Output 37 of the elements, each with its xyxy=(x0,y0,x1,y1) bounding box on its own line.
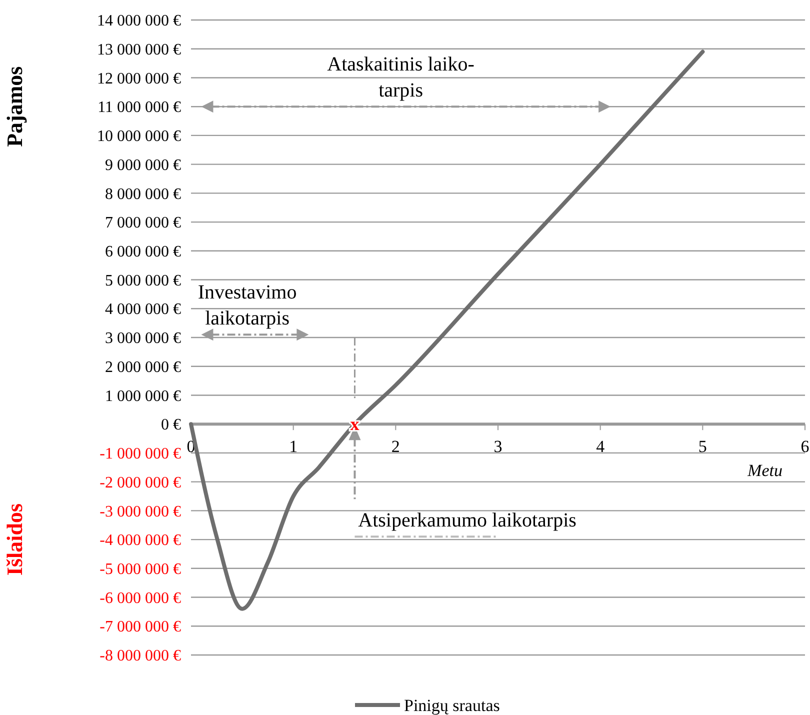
y-tick-label: 5 000 000 € xyxy=(105,272,181,290)
y-tick-label: 11 000 000 € xyxy=(98,99,181,116)
y-tick-label: -4 000 000 € xyxy=(100,532,181,550)
x-tick-label: 1 xyxy=(289,437,298,456)
y-tick-label: -6 000 000 € xyxy=(100,590,181,607)
y-tick-label: -7 000 000 € xyxy=(100,618,181,636)
y-tick-label: -5 000 000 € xyxy=(100,561,181,578)
legend-label: Pinigų srautas xyxy=(404,696,500,715)
x-axis-title: Metu xyxy=(746,461,782,480)
y-tick-label: 6 000 000 € xyxy=(105,244,181,261)
y-tick-label: -8 000 000 € xyxy=(100,648,181,665)
y-tick-label: 4 000 000 € xyxy=(105,301,181,318)
y-tick-label: 3 000 000 € xyxy=(105,330,181,348)
y-tick-label: 2 000 000 € xyxy=(105,358,181,376)
annotation: Atsiperkamumo laikotarpis xyxy=(358,510,577,532)
text: Išlaidos xyxy=(2,503,27,576)
y-tick-label: 0 € xyxy=(161,416,181,434)
y-tick-label: 1 000 000 € xyxy=(105,388,181,405)
y-tick-label: 9 000 000 € xyxy=(105,156,181,174)
x-tick-label: 4 xyxy=(596,437,606,456)
annotation: Investavimo laikotarpis xyxy=(198,282,297,330)
y-tick-label: -3 000 000 € xyxy=(100,503,181,520)
y-tick-label: 14 000 000 € xyxy=(97,12,181,30)
x-tick-label: 2 xyxy=(391,437,400,456)
y-tick-label: 10 000 000 € xyxy=(97,128,181,146)
line-series xyxy=(189,50,705,611)
y-tick-label: 12 000 000 € xyxy=(97,70,181,88)
x-tick-label: 5 xyxy=(698,437,707,456)
annotation: Ataskaitinis laiko- tarpis xyxy=(327,54,474,102)
y-tick-label: -2 000 000 € xyxy=(100,474,181,492)
x-tick-label: 3 xyxy=(494,437,502,456)
y-tick-label: -1 000 000 € xyxy=(100,446,181,463)
x-tick-label: 6 xyxy=(800,437,810,456)
y-tick-label: 13 000 000 € xyxy=(97,41,181,58)
y-tick-label: 8 000 000 € xyxy=(105,186,181,203)
y-tick-label: 7 000 000 € xyxy=(105,214,181,232)
y-axis-title: Pajamos xyxy=(2,66,27,147)
